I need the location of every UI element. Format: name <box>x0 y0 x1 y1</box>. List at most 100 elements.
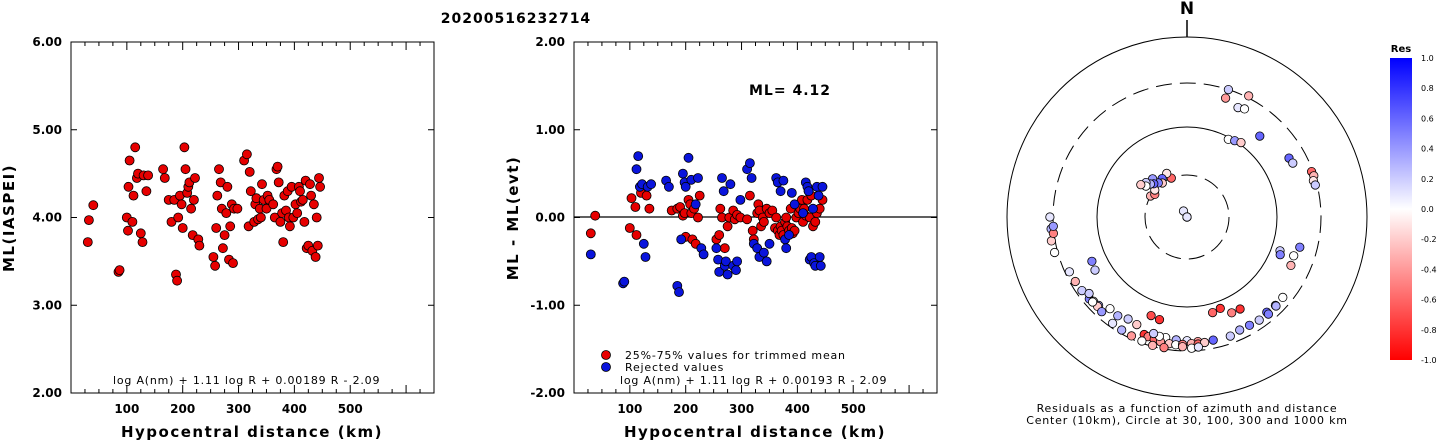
ml-residual-point-s1-2 <box>619 276 630 287</box>
ml-iaspei-point-s0-19 <box>158 164 169 175</box>
station-point-99 <box>1087 256 1097 266</box>
ml-residual-point-s0-1 <box>590 210 601 221</box>
station-point-81 <box>1149 328 1159 339</box>
ml-iaspei-xtick-label-1: 200 <box>170 402 195 416</box>
ml-residual-point-s0-4 <box>630 202 641 212</box>
ml-residual-ytick-label-1: -1.00 <box>530 298 565 312</box>
colorbar-label-5: 0.0 <box>1421 205 1434 214</box>
station-point-51 <box>1084 288 1094 299</box>
station-point-89 <box>1137 336 1147 346</box>
ml-iaspei-point-s0-55 <box>228 258 238 269</box>
ml-residual-point-s1-12 <box>664 181 674 192</box>
ml-iaspei-point-s0-74 <box>268 199 279 210</box>
polar-caption-2: Center (10km), Circle at 30, 100, 300 an… <box>1026 414 1348 427</box>
north-label: N <box>1180 0 1194 19</box>
ml-residual-point-s1-16 <box>678 168 688 179</box>
colorbar-label-10: -1.0 <box>1421 356 1437 365</box>
ml-iaspei-ytick-label-1: 3.00 <box>32 298 62 312</box>
ml-residual-point-s0-28 <box>722 221 733 232</box>
ml-iaspei-point-s0-92 <box>295 186 305 197</box>
ml-iaspei-point-s0-81 <box>278 237 289 248</box>
ml-iaspei-point-s0-50 <box>221 208 232 219</box>
ml-residual-point-s1-19 <box>683 152 694 163</box>
ml-residual-point-s0-8 <box>644 203 655 214</box>
ml-iaspei-point-s0-79 <box>275 216 286 227</box>
ml-iaspei-point-s0-1 <box>84 215 94 226</box>
ml-residual-point-s1-4 <box>633 151 644 162</box>
ml-iaspei-point-s0-20 <box>159 173 170 183</box>
ml-residual-ytick-label-3: 1.00 <box>535 123 565 137</box>
ml-residual-ylabel: ML - ML(evt) <box>504 156 522 280</box>
colorbar-label-6: -0.2 <box>1421 235 1437 244</box>
station-point-39 <box>1045 212 1055 222</box>
ml-iaspei-point-s0-15 <box>137 237 148 248</box>
ml-residual-point-s0-48 <box>771 212 782 223</box>
ml-iaspei-point-s0-44 <box>212 190 223 201</box>
station-point-69 <box>1263 309 1274 319</box>
ml-iaspei-point-s0-100 <box>306 190 317 201</box>
station-point-55 <box>1132 319 1142 330</box>
ml-residual-point-s1-15 <box>676 234 687 245</box>
station-point-41 <box>1048 221 1058 231</box>
station-point-31 <box>1286 260 1296 270</box>
ml-residual-point-s1-68 <box>815 260 826 271</box>
station-point-30 <box>1289 251 1299 261</box>
ml-residual-point-s1-62 <box>808 203 818 214</box>
ml-residual-point-s0-2 <box>624 223 635 233</box>
ml-residual-panel: -2.00 -1.00 0.00 1.00 2.00 100 200 300 400 500 ML… <box>504 35 938 441</box>
ml-iaspei-point-s0-68 <box>255 212 266 223</box>
ml-iaspei-point-s0-40 <box>194 240 205 251</box>
ml-residual-point-s1-22 <box>693 173 703 183</box>
ml-iaspei-ytick-label-3: 5.00 <box>32 123 62 137</box>
ml-iaspei-point-s0-2 <box>88 200 99 211</box>
ml-iaspei-point-s0-103 <box>310 252 321 262</box>
colorbar-label-0: 1.0 <box>1421 54 1434 63</box>
ml-residual-point-s1-45 <box>761 256 772 267</box>
station-point-1 <box>1221 93 1231 103</box>
ml-residual-point-s0-22 <box>694 190 705 201</box>
ml-iaspei-point-s0-77 <box>272 161 283 172</box>
station-point-61 <box>1225 331 1235 341</box>
ml-iaspei-point-s0-42 <box>210 260 221 271</box>
station-point-26 <box>1255 131 1265 141</box>
station-point-53 <box>1113 311 1123 321</box>
ml-residual-xtick-label-1: 200 <box>673 402 698 416</box>
ml-iaspei-point-s0-48 <box>217 243 228 254</box>
station-point-60 <box>1208 335 1218 345</box>
ml-residual-point-s1-50 <box>778 175 789 186</box>
station-point-29 <box>1295 242 1305 252</box>
event-title: 20200516232714 <box>441 11 591 27</box>
station-point-54 <box>1123 314 1133 324</box>
ml-residual-point-s1-10 <box>646 179 656 190</box>
ml-residual-point-s1-7 <box>638 238 649 249</box>
ml-residual-point-s0-5 <box>631 230 642 240</box>
ml-residual-point-s1-66 <box>813 190 824 201</box>
station-point-62 <box>1235 325 1245 335</box>
ml-residual-point-s0-55 <box>781 212 792 223</box>
station-point-79 <box>1200 337 1210 348</box>
ml-residual-point-s0-25 <box>715 203 726 214</box>
ml-residual-point-s1-28 <box>717 173 727 183</box>
ml-iaspei-point-s0-18 <box>143 170 154 181</box>
ml-iaspei-point-s0-45 <box>214 164 224 175</box>
polar-caption-1: Residuals as a function of azimuth and d… <box>1037 402 1338 415</box>
ml-residual-xtick-label-4: 500 <box>841 402 866 416</box>
ml-residual-ticks: -2.00 -1.00 0.00 1.00 2.00 100 200 300 400 500 <box>530 35 938 416</box>
ml-iaspei-point-s0-59 <box>241 149 252 160</box>
ring-100km <box>1096 126 1278 308</box>
station-point-86 <box>1108 318 1118 328</box>
ml-iaspei-point-s0-69 <box>257 179 267 190</box>
ml-residual-point-s1-67 <box>814 252 825 262</box>
ml-iaspei-ticks: 2.00 3.00 4.00 5.00 6.00 100 200 300 400 500 <box>32 35 435 416</box>
station-point-28 <box>1275 250 1285 260</box>
ml-iaspei-point-s0-94 <box>297 194 308 205</box>
legend-marker-rejected <box>601 362 611 372</box>
ml-residual-point-s1-3 <box>631 164 642 175</box>
ml-iaspei-point-s0-4 <box>114 265 125 276</box>
ml-iaspei-point-s0-99 <box>305 179 315 190</box>
ml-residual-point-s0-43 <box>759 216 769 227</box>
ml-residual-point-s0-24 <box>714 230 725 240</box>
ml-iaspei-point-s0-43 <box>211 223 222 233</box>
colorbar-gradient <box>1390 58 1412 360</box>
ml-residual-point-s0-27 <box>719 243 730 254</box>
